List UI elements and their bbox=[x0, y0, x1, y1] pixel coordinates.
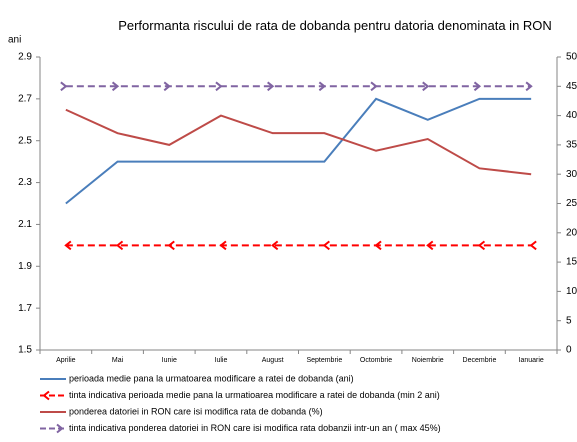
y2-tick-label: 35 bbox=[566, 140, 577, 151]
x-tick-label: Septembrie bbox=[306, 357, 342, 364]
legend-label: tinta indicativa ponderea datoriei in RO… bbox=[69, 423, 441, 433]
y-tick-label: 2.5 bbox=[18, 135, 32, 146]
y2-tick-label: 25 bbox=[566, 198, 577, 209]
series-marker bbox=[529, 240, 537, 251]
y-tick-label: 1.7 bbox=[18, 303, 32, 314]
series-marker bbox=[167, 240, 175, 251]
legend-marker bbox=[42, 390, 50, 401]
y2-tick-label: 45 bbox=[566, 81, 577, 92]
series-marker bbox=[422, 81, 430, 92]
series-marker bbox=[215, 81, 223, 92]
y2-tick-label: 20 bbox=[566, 227, 577, 238]
series-marker bbox=[473, 81, 482, 92]
y2-tick-label: 30 bbox=[566, 169, 577, 180]
series-marker bbox=[111, 81, 120, 92]
series-marker bbox=[525, 81, 533, 92]
y-tick-label: 2.3 bbox=[18, 177, 32, 188]
series-marker bbox=[163, 81, 171, 92]
x-tick-label: Ianuarie bbox=[519, 357, 544, 364]
legend-label: perioada medie pana la urmatoarea modifi… bbox=[69, 373, 354, 383]
series-marker bbox=[271, 240, 279, 251]
x-tick-label: Aprilie bbox=[56, 357, 76, 364]
series-marker bbox=[426, 240, 434, 251]
x-tick-label: Decembrie bbox=[463, 357, 497, 364]
series-marker bbox=[477, 240, 486, 251]
series-marker bbox=[318, 81, 326, 92]
legend-label: tinta indicativa perioada medie pana la … bbox=[69, 390, 440, 400]
series-marker bbox=[374, 240, 382, 251]
y2-tick-label: 0 bbox=[566, 345, 572, 356]
x-tick-label: August bbox=[262, 357, 284, 364]
y2-tick-label: 40 bbox=[566, 110, 577, 121]
x-tick-label: Octombrie bbox=[360, 357, 392, 364]
legend-marker bbox=[56, 423, 64, 434]
legend-label: ponderea datoriei in RON care isi modifi… bbox=[69, 406, 323, 416]
y-tick-label: 2.9 bbox=[18, 52, 32, 63]
series-line bbox=[65, 108, 532, 176]
series-marker bbox=[60, 81, 68, 92]
y-tick-label: 2.7 bbox=[18, 93, 32, 104]
series-line bbox=[65, 97, 532, 205]
series-marker bbox=[322, 240, 330, 251]
y2-tick-label: 10 bbox=[566, 286, 577, 297]
series-marker bbox=[115, 240, 124, 251]
chart-title: Performanta riscului de rata de dobanda … bbox=[118, 18, 552, 33]
x-tick-label: Mai bbox=[112, 357, 124, 364]
x-tick-label: Iulie bbox=[215, 357, 228, 364]
y2-tick-label: 5 bbox=[566, 315, 572, 326]
x-tick-label: Noiembrie bbox=[412, 357, 444, 364]
y2-tick-label: 50 bbox=[566, 52, 577, 63]
x-tick-label: Iunie bbox=[162, 357, 177, 364]
y-tick-label: 2.1 bbox=[18, 219, 32, 230]
series-marker bbox=[64, 240, 72, 251]
series-marker bbox=[267, 81, 275, 92]
series-marker bbox=[370, 81, 378, 92]
y-axis-label: ani bbox=[8, 35, 21, 46]
y-tick-label: 1.5 bbox=[18, 345, 32, 356]
y2-tick-label: 15 bbox=[566, 257, 577, 268]
series-marker bbox=[219, 240, 227, 251]
y-tick-label: 1.9 bbox=[18, 261, 32, 272]
